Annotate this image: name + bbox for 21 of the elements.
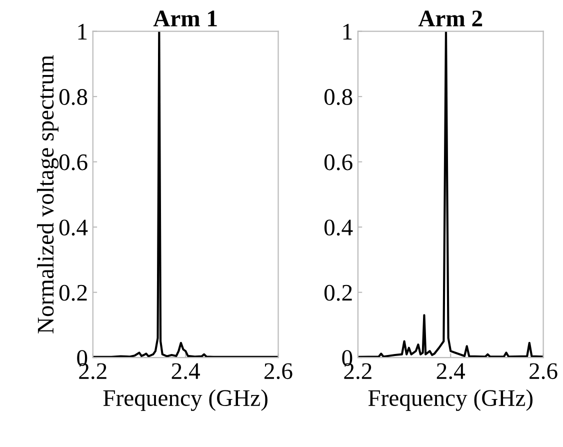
x-tick-label: 2.6 [530,363,558,380]
chart-title: Arm 2 [418,10,482,26]
y-tick-label: 0.2 [324,284,352,301]
y-tick-label: 0.6 [59,154,88,170]
y-tick-label: 0.4 [59,220,88,236]
y-tick-label: 0.8 [324,89,352,106]
y-tick-label: 0.4 [324,220,353,236]
x-axis-title: Frequency (GHz) [368,389,533,411]
line-series [358,31,544,358]
y-axis-title: Normalized voltage spectrum [37,55,59,334]
y-tick-label: 0.2 [59,284,87,301]
x-tick-label: 2.4 [172,363,200,380]
y-tick-label: 0.8 [59,89,88,106]
line-series [92,31,278,358]
y-tick-label: 1 [343,24,352,40]
y-tick-label: 0.6 [324,154,352,170]
x-tick-label: 2.6 [264,363,292,380]
chart-title: Arm 1 [153,10,217,26]
y-tick-label: 1 [78,24,87,40]
x-axis-title: Frequency (GHz) [103,389,268,411]
x-tick-label: 2.4 [436,363,466,380]
